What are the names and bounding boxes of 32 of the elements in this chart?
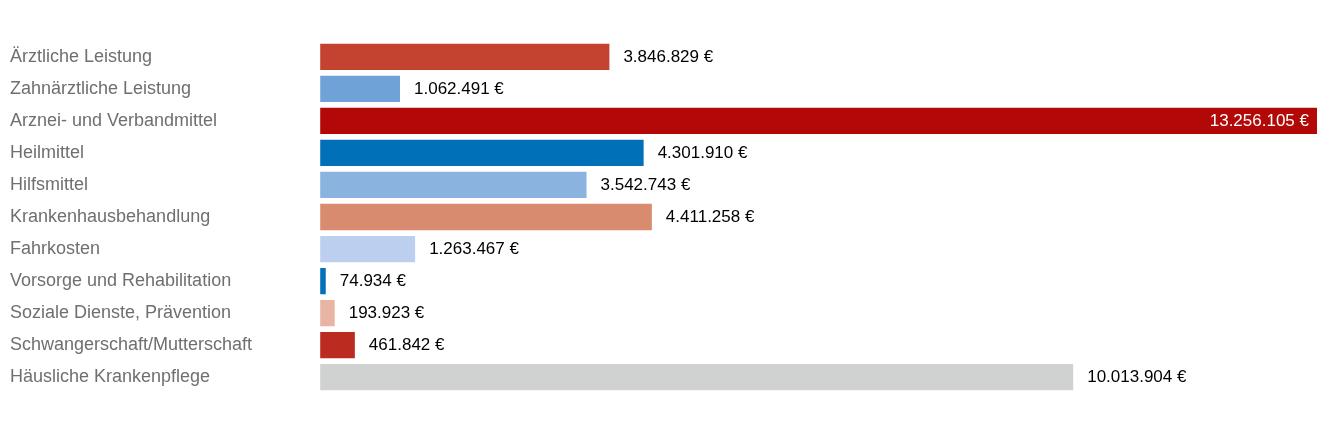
bar xyxy=(320,203,652,231)
bar xyxy=(320,364,1074,391)
y-tick-label: Zahnärztliche Leistung xyxy=(10,77,192,98)
data-label: 4.411.258 € xyxy=(665,206,755,226)
data-label: 193.923 € xyxy=(348,302,425,322)
data-label: 1.062.491 € xyxy=(414,78,505,98)
bar xyxy=(320,299,335,327)
bar xyxy=(320,332,355,359)
data-label: 461.842 € xyxy=(368,334,446,354)
y-tick-label: Häusliche Krankenpflege xyxy=(10,366,211,387)
y-tick-label: Fahrkosten xyxy=(10,238,101,259)
y-tick-label: Soziale Dienste, Prävention xyxy=(10,302,232,323)
y-tick-label: Hilfsmittel xyxy=(10,173,89,194)
data-label: 1.263.467 € xyxy=(429,238,520,258)
bar xyxy=(320,139,644,167)
data-label: 10.013.904 € xyxy=(1087,366,1187,386)
y-tick-label: Ärztliche Leistung xyxy=(10,45,153,66)
bar xyxy=(320,75,401,102)
bar xyxy=(320,43,610,70)
y-tick-label: Krankenhausbehandlung xyxy=(10,205,211,226)
data-label: 4.301.910 € xyxy=(657,142,748,162)
y-tick-label: Schwangerschaft/Mutterschaft xyxy=(10,334,253,355)
data-label: 74.934 € xyxy=(339,270,407,290)
bar xyxy=(320,235,416,263)
bar xyxy=(320,107,1317,135)
y-tick-label: Arznei- und Verbandmittel xyxy=(10,109,218,130)
data-label: 13.256.105 € xyxy=(1209,110,1310,130)
y-tick-label: Vorsorge und Rehabilitation xyxy=(10,270,232,291)
data-label: 3.542.743 € xyxy=(600,174,691,194)
bar xyxy=(320,171,587,199)
data-label: 3.846.829 € xyxy=(623,46,714,66)
y-tick-label: Heilmittel xyxy=(10,141,85,162)
